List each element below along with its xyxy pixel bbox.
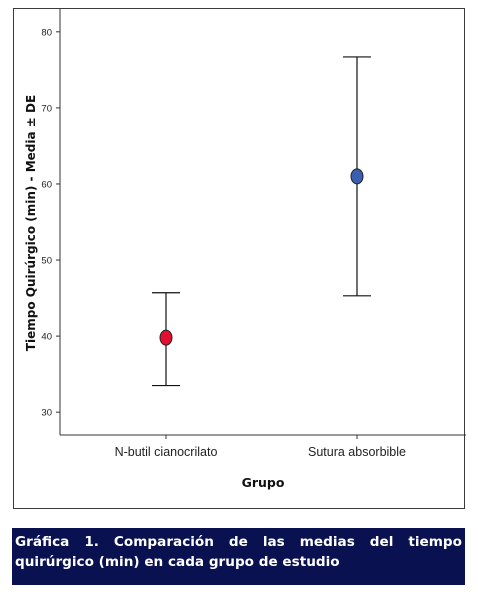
mean-point [159, 329, 173, 346]
y-tick-label: 50 [41, 256, 52, 267]
x-axis-title: Grupo [242, 475, 285, 490]
chart-svg: 30 40 50 60 70 80 N-butil cianocrilato Sutura a… [24, 9, 466, 490]
figure-caption: Gráfica 1. Comparación de las medias del… [12, 528, 465, 585]
y-tick-label: 30 [41, 408, 52, 419]
y-tick-label: 80 [41, 27, 52, 38]
caption-text: Gráfica 1. Comparación de las medias del… [15, 534, 462, 570]
mean-point [350, 168, 364, 185]
chart-frame: 30 40 50 60 70 80 N-butil cianocrilato Sutura a… [13, 8, 466, 509]
y-axis-title: Tiempo Quirúrgico (min) - Media ± DE [24, 95, 38, 351]
x-category-label: N-butil cianocrilato [115, 445, 218, 459]
chart-axes: 30 40 50 60 70 80 N-butil cianocrilato Sutura a… [24, 9, 466, 490]
y-tick-label: 60 [41, 179, 52, 190]
y-tick-label: 40 [41, 332, 52, 343]
y-tick-label: 70 [41, 103, 52, 114]
chart-marks [152, 56, 371, 387]
x-category-label: Sutura absorbible [308, 445, 406, 459]
